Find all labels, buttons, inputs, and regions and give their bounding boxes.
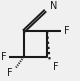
- Text: F: F: [7, 68, 13, 78]
- Text: N: N: [50, 1, 57, 11]
- Text: F: F: [1, 52, 7, 62]
- Text: F: F: [53, 62, 58, 72]
- Text: F: F: [64, 26, 70, 36]
